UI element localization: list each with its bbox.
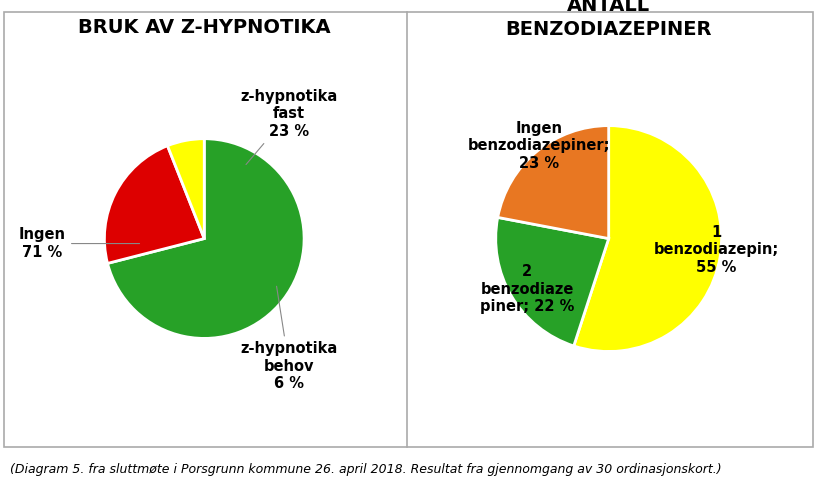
Text: 1
benzodiazepin;
55 %: 1 benzodiazepin; 55 % bbox=[654, 225, 779, 275]
Text: Ingen
benzodiazepiner;
23 %: Ingen benzodiazepiner; 23 % bbox=[467, 121, 610, 171]
Text: (Diagram 5. fra sluttmøte i Porsgrunn kommune 26. april 2018. Resultat fra gjenn: (Diagram 5. fra sluttmøte i Porsgrunn ko… bbox=[10, 463, 721, 476]
Wedge shape bbox=[167, 139, 204, 239]
Wedge shape bbox=[498, 126, 609, 239]
Title: BRUK AV Z-HYPNOTIKA: BRUK AV Z-HYPNOTIKA bbox=[78, 18, 331, 37]
Wedge shape bbox=[105, 146, 204, 263]
Wedge shape bbox=[496, 217, 609, 346]
Text: Ingen
71 %: Ingen 71 % bbox=[19, 227, 140, 260]
Text: z-hypnotika
behov
6 %: z-hypnotika behov 6 % bbox=[240, 286, 337, 391]
Wedge shape bbox=[108, 139, 304, 338]
Text: z-hypnotika
fast
23 %: z-hypnotika fast 23 % bbox=[240, 89, 337, 165]
Text: 2
benzodiaze
piner; 22 %: 2 benzodiaze piner; 22 % bbox=[480, 264, 574, 314]
Wedge shape bbox=[574, 126, 721, 351]
Title: ANTALL
BENZODIAZEPINER: ANTALL BENZODIAZEPINER bbox=[506, 0, 712, 39]
